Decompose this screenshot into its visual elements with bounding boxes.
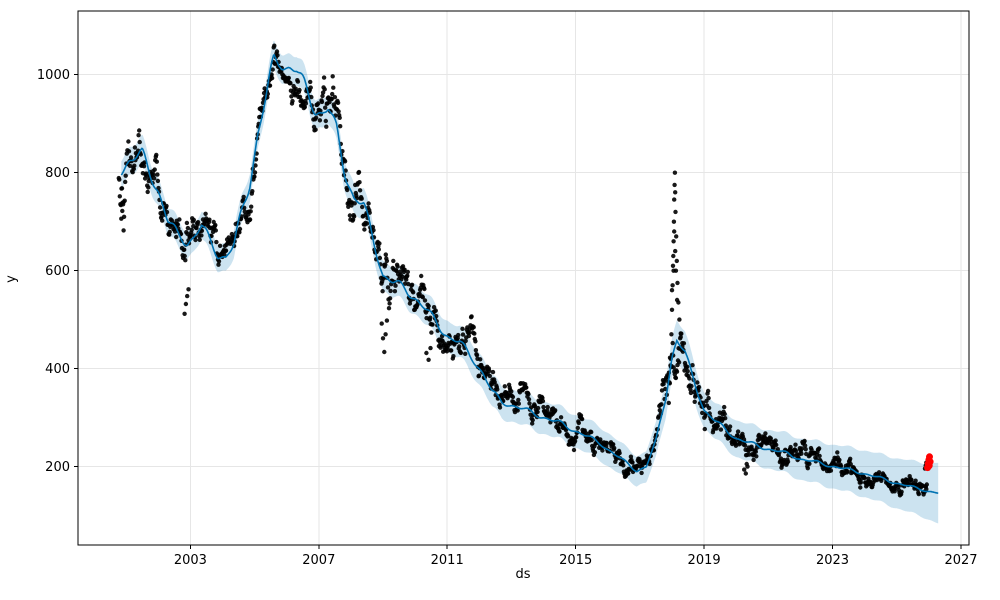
y-tick-label: 600: [45, 264, 70, 279]
x-tick-label: 2023: [816, 553, 849, 568]
forecast-line: [120, 53, 939, 494]
x-axis-label: ds: [515, 567, 530, 582]
x-tick-label: 2003: [174, 553, 207, 568]
recent-actuals-layer: [924, 453, 934, 472]
x-tick-label: 2015: [559, 553, 592, 568]
y-tick-label: 1000: [37, 68, 70, 83]
y-axis-label: y: [4, 275, 19, 283]
recent-actual-point: [925, 462, 933, 470]
x-tick-label: 2019: [688, 553, 721, 568]
x-tick-label: 2011: [431, 553, 464, 568]
axes-spines: [77, 10, 970, 546]
grid-layer: [78, 11, 969, 545]
y-tick-label: 200: [45, 460, 70, 475]
y-tick-label: 800: [45, 166, 70, 181]
x-tick-label: 2027: [944, 553, 977, 568]
ticks-layer: 2003 2007 2011 2015 2019 2023 2027 200 400 600 800…: [37, 68, 978, 568]
x-tick-label: 2007: [302, 553, 335, 568]
plot-area: 2003 2007 2011 2015 2019 2023 2027 200 400 600 800…: [37, 10, 978, 568]
y-tick-label: 400: [45, 362, 70, 377]
